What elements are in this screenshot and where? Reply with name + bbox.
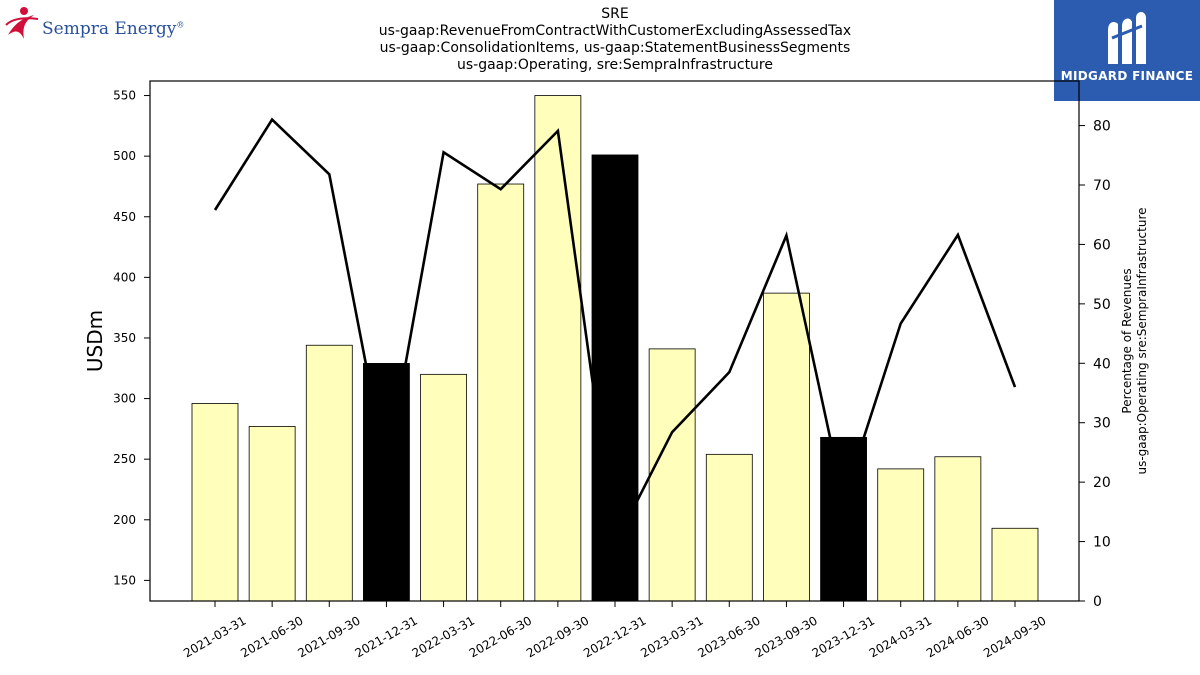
x-tick-label: 2021-12-31 (353, 613, 420, 660)
bar-2024-09-30 (991, 527, 1039, 602)
x-tick-label: 2023-09-30 (753, 613, 820, 660)
y-tick-label: 150 (113, 573, 136, 587)
sempra-logo-text: Sempra Energy® (42, 19, 184, 39)
bar-2023-06-30 (705, 453, 753, 602)
bar-series (191, 95, 1039, 602)
y2-tick-label: 70 (1093, 178, 1111, 194)
x-tick-label: 2024-09-30 (981, 613, 1048, 660)
midgard-logo: MIDGARD FINANCE (1054, 0, 1200, 101)
percentage-line (213, 117, 1017, 549)
right-axis-ticks: 0 10 20 30 40 50 60 70 80 (1079, 119, 1111, 610)
x-tick-label: 2022-03-31 (410, 613, 477, 660)
bar-2024-06-30 (934, 456, 982, 602)
x-tick-label: 2023-12-31 (810, 613, 877, 660)
title-line-1: SRE (601, 6, 629, 22)
sempra-figure-icon (5, 7, 39, 39)
y-tick-label: 350 (113, 331, 136, 345)
bar-2021-03-31 (191, 403, 239, 602)
sempra-logo: Sempra Energy® (4, 5, 184, 47)
bar-2021-09-30 (305, 344, 353, 602)
x-tick-label: 2024-03-31 (867, 613, 934, 660)
y2-tick-label: 80 (1093, 119, 1111, 135)
y2-tick-label: 40 (1093, 356, 1111, 372)
y-tick-label: 250 (113, 452, 136, 466)
bar-2023-12-31 (820, 436, 867, 602)
bar-2023-03-31 (648, 348, 696, 602)
x-tick-label: 2021-03-31 (181, 613, 248, 660)
y2-tick-label: 10 (1093, 535, 1111, 551)
midgard-logo-text: MIDGARD FINANCE (1060, 69, 1194, 83)
bar-2022-06-30 (477, 183, 525, 602)
sempra-registered-mark: ® (176, 20, 185, 30)
x-tick-label: 2022-12-31 (581, 613, 648, 660)
y2-tick-label: 60 (1093, 237, 1111, 253)
bar-2024-03-31 (877, 468, 925, 602)
title-line-4: us-gaap:Operating, sre:SempraInfrastruct… (457, 57, 773, 73)
x-tick-label: 2024-06-30 (924, 613, 991, 660)
y2-tick-label: 50 (1093, 297, 1111, 313)
y-axis-label: USDm (83, 310, 107, 372)
midgard-emblem-icon (1108, 12, 1146, 64)
x-tick-label: 2022-09-30 (524, 613, 591, 660)
y-tick-label: 400 (113, 270, 136, 284)
y2-axis-label-line-2: us-gaap:Operating sre:SempraInfrastructu… (1135, 207, 1149, 474)
x-tick-label: 2022-06-30 (467, 613, 534, 660)
title-line-2: us-gaap:RevenueFromContractWithCustomerE… (378, 23, 852, 39)
y-tick-label: 300 (113, 392, 136, 406)
y2-tick-label: 30 (1093, 416, 1111, 432)
bar-2021-06-30 (248, 426, 296, 602)
bar-2022-03-31 (420, 373, 467, 602)
y-tick-label: 450 (113, 210, 136, 224)
y-tick-label: 550 (113, 89, 136, 103)
x-tick-label: 2021-09-30 (295, 613, 362, 660)
left-axis-ticks: 150 200 250 300 350 400 450 500 550 (113, 89, 150, 587)
x-tick-label: 2021-06-30 (238, 613, 305, 660)
bar-2021-12-31 (363, 363, 410, 602)
y-tick-label: 500 (113, 149, 136, 163)
y2-axis-label-line-1: Percentage of Revenues (1120, 268, 1134, 413)
y2-tick-label: 0 (1093, 594, 1102, 610)
x-tick-label: 2023-03-31 (638, 613, 705, 660)
y2-tick-label: 20 (1093, 475, 1111, 491)
chart-title: SRE us-gaap:RevenueFromContractWithCusto… (315, 6, 915, 74)
x-tick-label: 2023-06-30 (695, 613, 762, 660)
bar-2023-09-30 (763, 292, 810, 602)
bar-2022-09-30 (534, 95, 582, 602)
x-axis-ticks: 2021-03-312021-06-302021-09-302021-12-31… (181, 601, 1049, 660)
title-line-3: us-gaap:ConsolidationItems, us-gaap:Stat… (379, 40, 851, 56)
y-tick-label: 200 (113, 513, 136, 527)
sempra-logo-name: Sempra Energy (42, 19, 177, 39)
bar-2022-12-31 (591, 154, 639, 602)
